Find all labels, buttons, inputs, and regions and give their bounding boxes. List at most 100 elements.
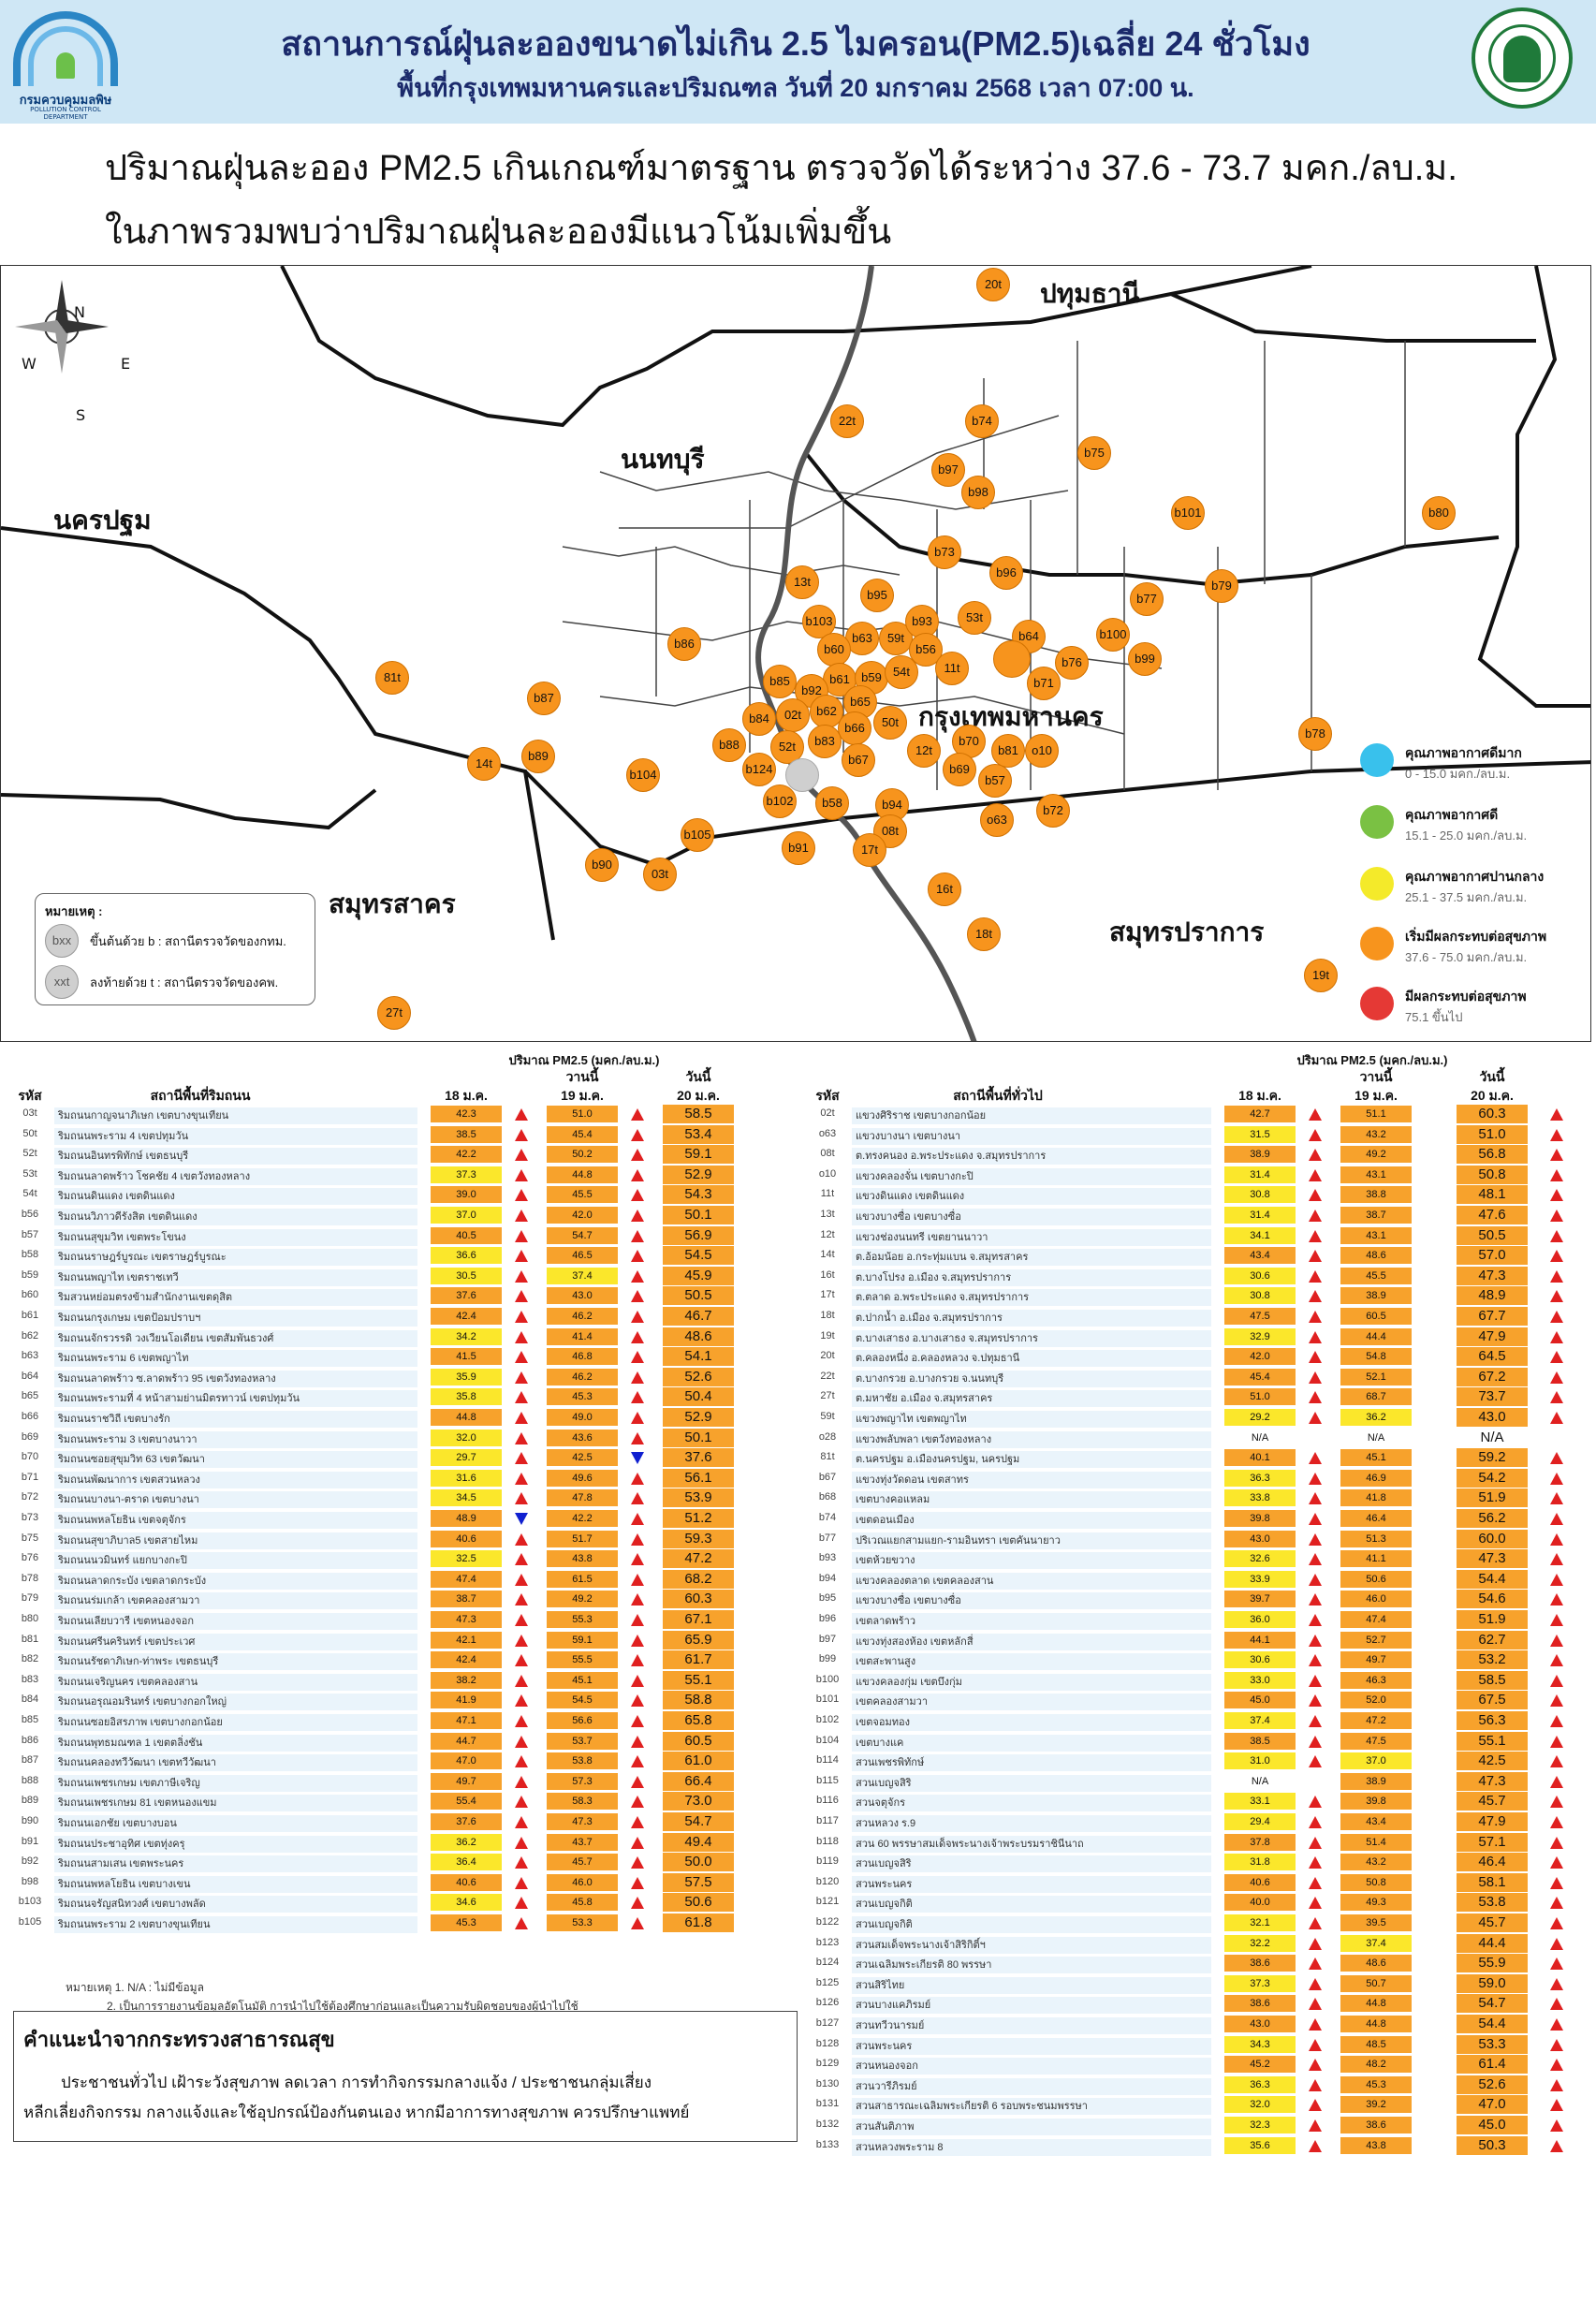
trend-up-icon bbox=[631, 1290, 644, 1303]
station-name: สวนสาธารณะเฉลิมพระเกียรติ 6 รอบพระชนมพรร… bbox=[852, 2098, 1211, 2116]
station-marker[interactable]: b93 bbox=[905, 605, 939, 638]
value-today: 54.4 bbox=[1457, 2015, 1528, 2033]
station-marker[interactable]: b73 bbox=[928, 535, 961, 569]
station-marker[interactable]: b88 bbox=[712, 728, 746, 762]
value-yesterday: 46.9 bbox=[1340, 1469, 1412, 1487]
station-marker[interactable]: b69 bbox=[943, 753, 976, 786]
trend-up-icon bbox=[1550, 2139, 1563, 2152]
station-marker[interactable]: b81 bbox=[991, 734, 1025, 768]
station-marker[interactable]: 53t bbox=[958, 601, 991, 635]
station-marker[interactable]: b105 bbox=[681, 818, 714, 852]
value-yesterday: 50.2 bbox=[547, 1146, 618, 1164]
station-marker[interactable]: 22t bbox=[830, 404, 864, 438]
station-marker[interactable]: b57 bbox=[978, 764, 1012, 798]
station-name: แขวงบางซื่อ เขตบางซื่อ bbox=[852, 1209, 1211, 1225]
station-marker[interactable]: b77 bbox=[1130, 582, 1164, 616]
value-18: 31.5 bbox=[1224, 1125, 1296, 1143]
station-marker[interactable]: b90 bbox=[585, 848, 619, 882]
station-marker[interactable]: b91 bbox=[782, 831, 815, 865]
station-name: แขวงศิริราช เขตบางกอกน้อย bbox=[852, 1107, 1211, 1124]
table-row: 20t ต.คลองหนึ่ง อ.คลองหลวง จ.ปทุมธานี 42.0… bbox=[811, 1347, 1591, 1368]
station-marker[interactable]: b84 bbox=[742, 702, 776, 736]
station-marker[interactable]: b67 bbox=[842, 743, 875, 777]
station-marker[interactable]: b76 bbox=[1055, 646, 1089, 680]
value-18: 34.6 bbox=[431, 1894, 502, 1912]
trend-up-icon bbox=[1550, 1229, 1563, 1242]
station-code: b82 bbox=[21, 1653, 39, 1665]
station-marker[interactable]: b97 bbox=[931, 453, 965, 487]
station-marker[interactable]: b104 bbox=[626, 758, 660, 792]
value-today: 50.1 bbox=[663, 1206, 734, 1224]
station-marker[interactable]: b72 bbox=[1036, 794, 1070, 828]
station-marker[interactable]: 12t bbox=[907, 734, 941, 768]
station-marker[interactable]: 52t bbox=[770, 730, 804, 764]
station-marker[interactable]: b63 bbox=[845, 622, 879, 655]
table-row: b75 ริมถนนสุขาภิบาล5 เขตสายไหม 40.6 51.7 59.… bbox=[13, 1529, 798, 1549]
station-marker[interactable]: b74 bbox=[965, 404, 999, 438]
station-marker[interactable]: 81t bbox=[375, 661, 409, 695]
station-marker[interactable]: b87 bbox=[527, 682, 561, 715]
station-marker[interactable]: b85 bbox=[763, 665, 797, 698]
station-code: o28 bbox=[818, 1430, 837, 1443]
trend-up-icon bbox=[631, 1735, 644, 1748]
station-marker[interactable]: o10 bbox=[1025, 734, 1059, 768]
station-code: 27t bbox=[820, 1390, 835, 1402]
station-name: ริมถนนพระราม 2 เขตบางขุนเทียน bbox=[54, 1916, 417, 1933]
station-marker[interactable]: b100 bbox=[1096, 618, 1130, 652]
station-marker[interactable]: 02t bbox=[776, 698, 810, 732]
station-marker[interactable]: o63 bbox=[980, 803, 1014, 837]
station-marker[interactable]: 14t bbox=[467, 747, 501, 781]
station-marker[interactable]: b75 bbox=[1077, 436, 1111, 470]
station-marker[interactable]: 17t bbox=[853, 833, 886, 867]
station-marker[interactable]: b78 bbox=[1298, 717, 1332, 751]
station-marker[interactable]: 13t bbox=[785, 565, 819, 599]
value-today: 56.8 bbox=[1457, 1145, 1528, 1165]
station-code: b97 bbox=[818, 1633, 837, 1645]
trend-up-icon bbox=[1309, 2139, 1322, 2152]
station-marker[interactable]: b99 bbox=[1128, 642, 1162, 676]
table-notes: หมายเหตุ 1. N/A : ไม่มีข้อมูล 2. เป็นการ… bbox=[66, 1981, 578, 2013]
value-18: 38.5 bbox=[1224, 1732, 1296, 1750]
table-row: b85 ริมถนนซอยอิสรภาพ เขตบางกอกน้อย 47.1 56.… bbox=[13, 1711, 798, 1731]
station-marker[interactable]: 27t bbox=[377, 996, 411, 1030]
station-marker[interactable]: b89 bbox=[521, 740, 555, 773]
station-marker[interactable]: b96 bbox=[989, 556, 1023, 590]
station-marker[interactable]: b58 bbox=[815, 786, 849, 820]
station-marker[interactable]: 18t bbox=[967, 917, 1001, 951]
station-marker[interactable]: b101 bbox=[1171, 496, 1205, 530]
station-marker[interactable]: b66 bbox=[838, 711, 871, 745]
value-18: 33.9 bbox=[1224, 1570, 1296, 1588]
station-marker[interactable]: 16t bbox=[928, 872, 961, 906]
trend-up-icon bbox=[515, 1351, 528, 1364]
station-marker[interactable]: b86 bbox=[667, 627, 701, 661]
station-code: b80 bbox=[21, 1613, 39, 1624]
station-marker[interactable]: b62 bbox=[810, 695, 843, 728]
station-marker[interactable]: b95 bbox=[860, 579, 894, 612]
station-marker-unlabeled[interactable] bbox=[993, 640, 1031, 678]
station-marker[interactable]: 20t bbox=[976, 268, 1010, 301]
trend-up-icon bbox=[515, 1210, 528, 1222]
table-row: 16t ต.บางโปรง อ.เมือง จ.สมุทรปราการ 30.6 45… bbox=[811, 1266, 1591, 1286]
station-code: 19t bbox=[820, 1329, 835, 1342]
station-marker[interactable]: b80 bbox=[1422, 496, 1456, 530]
station-marker-no-data[interactable] bbox=[785, 758, 819, 792]
station-marker[interactable]: b70 bbox=[952, 725, 986, 758]
table-row: b115 สวนเบญจสิริ N/A 38.9 47.3 bbox=[811, 1771, 1591, 1792]
station-marker[interactable]: b79 bbox=[1205, 569, 1238, 603]
station-marker[interactable]: b124 bbox=[742, 753, 776, 786]
station-marker[interactable]: b83 bbox=[808, 725, 842, 758]
station-marker[interactable]: b60 bbox=[817, 633, 851, 667]
station-marker[interactable]: b98 bbox=[961, 476, 995, 509]
value-yesterday: 46.8 bbox=[547, 1348, 618, 1366]
station-marker[interactable]: 19t bbox=[1304, 959, 1338, 992]
value-18: 32.6 bbox=[1224, 1550, 1296, 1568]
station-marker[interactable]: 54t bbox=[885, 655, 918, 689]
value-yesterday: 45.1 bbox=[547, 1671, 618, 1689]
station-marker[interactable]: 03t bbox=[643, 858, 677, 891]
station-marker[interactable]: 11t bbox=[935, 652, 969, 685]
station-name: แขวงคลองกุ่ม เขตบึงกุ่ม bbox=[852, 1673, 1211, 1691]
station-marker[interactable]: b102 bbox=[763, 784, 797, 818]
station-marker[interactable]: 50t bbox=[873, 706, 907, 740]
station-marker[interactable]: b71 bbox=[1027, 667, 1061, 700]
value-yesterday: 43.8 bbox=[1340, 2136, 1412, 2154]
